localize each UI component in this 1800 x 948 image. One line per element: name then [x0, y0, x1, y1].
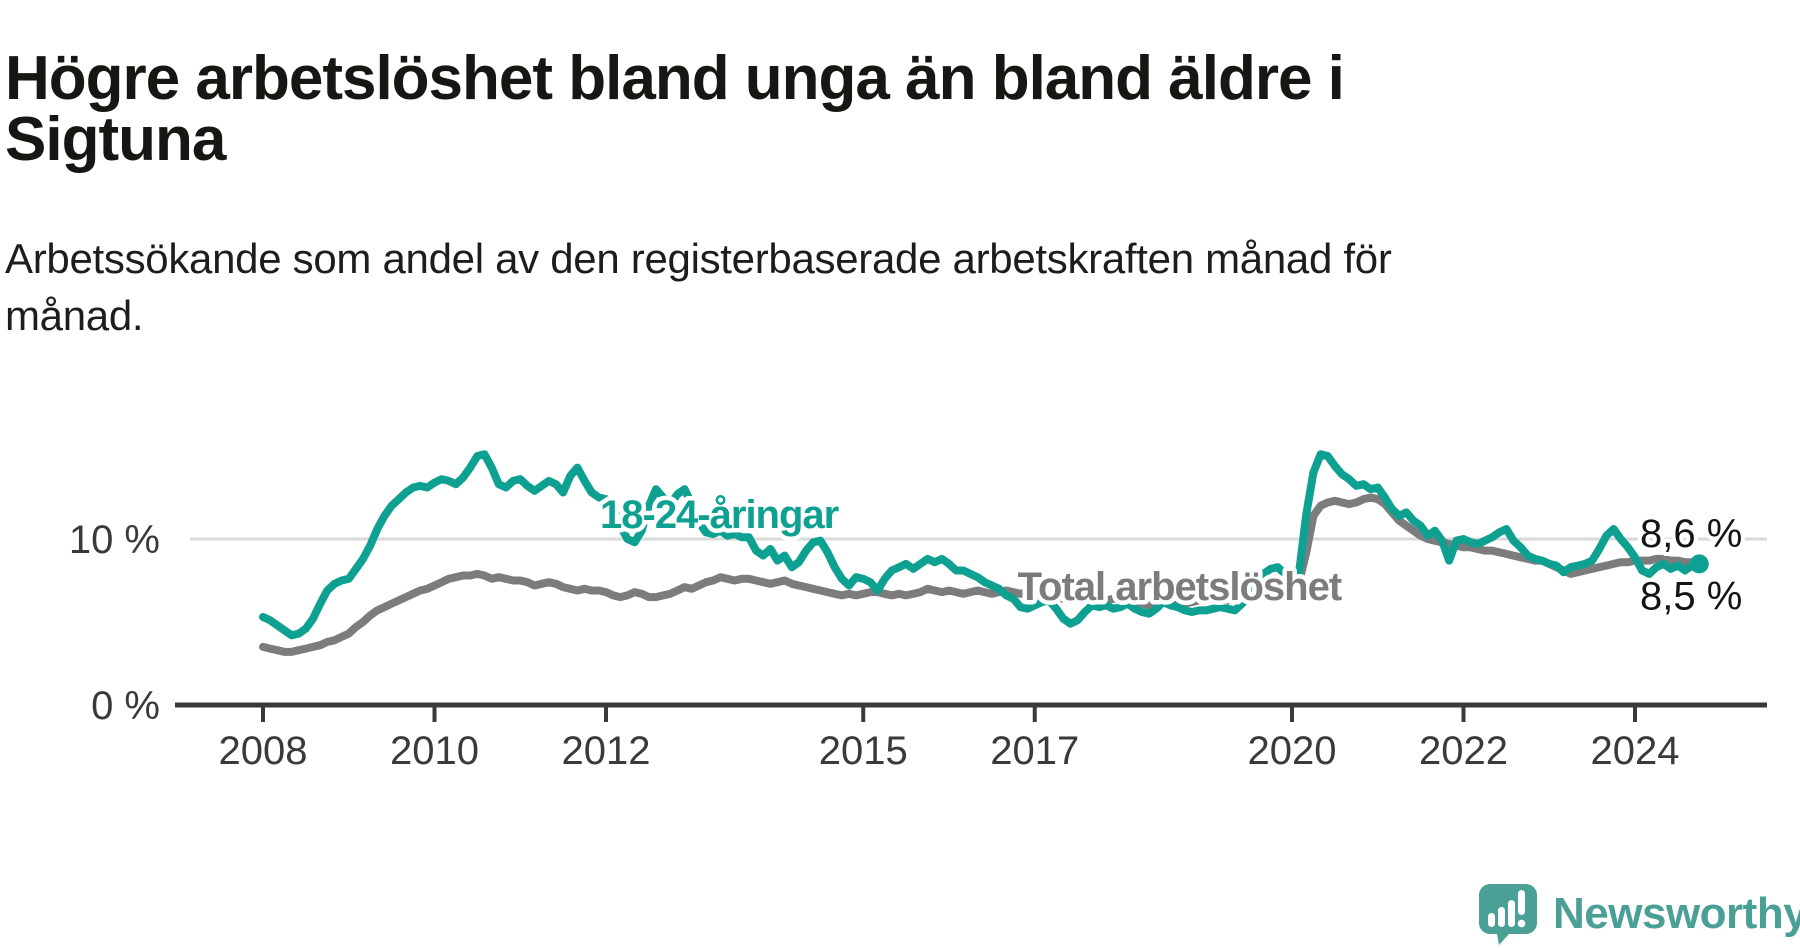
series-line-Total arbetslöshet	[259, 493, 1704, 656]
x-tick-label-2015: 2015	[819, 729, 908, 773]
brand-name: Newsworthy	[1553, 889, 1800, 938]
x-tick-label-2008: 2008	[219, 729, 308, 773]
x-tick-label-2012: 2012	[562, 729, 651, 773]
page-title: Högre arbetslöshet bland unga än bland ä…	[5, 43, 1345, 174]
end-value-label-18-24-åringar: 8,5 %	[1640, 575, 1742, 619]
page-title-line-2: Sigtuna	[5, 104, 226, 174]
y-tick-label-10: 10 %	[69, 518, 160, 562]
speech-bubble-bar-chart-icon	[1479, 884, 1537, 945]
chart-subtitle-line-1: Arbetssökande som andel av den registerb…	[5, 235, 1392, 282]
x-tick-label-2020: 2020	[1248, 729, 1337, 773]
chart-subtitle-line-2: månad.	[5, 292, 144, 339]
end-value-label-Total arbetslöshet: 8,6 %	[1640, 512, 1742, 556]
y-tick-label-0: 0 %	[91, 684, 160, 728]
x-tick-label-2024: 2024	[1591, 729, 1680, 773]
chart-subtitle: Arbetssökande som andel av den registerb…	[5, 230, 1392, 344]
x-tick-label-2017: 2017	[990, 729, 1079, 773]
series-label-Total arbetslöshet: Total arbetslöshet	[1018, 565, 1342, 609]
x-tick-label-2022: 2022	[1419, 729, 1508, 773]
brand-footer: Newsworthy	[1477, 882, 1800, 946]
page-title-line-1: Högre arbetslöshet bland unga än bland ä…	[5, 43, 1345, 113]
x-tick-label-2010: 2010	[390, 729, 479, 773]
series-line-18-24-åringar	[259, 450, 1704, 640]
series-end-dot	[1689, 554, 1709, 574]
series-label-18-24-åringar: 18-24-åringar	[600, 493, 839, 537]
